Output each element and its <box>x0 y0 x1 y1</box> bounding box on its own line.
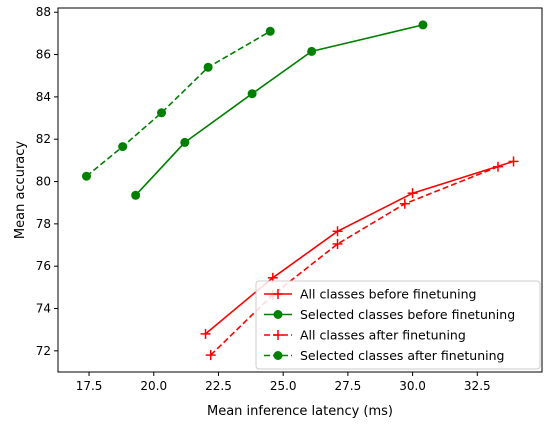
series-2-point <box>418 20 428 30</box>
legend-box <box>255 280 541 370</box>
series-1-point <box>407 188 418 199</box>
x-tick-label: 25.0 <box>270 379 297 393</box>
x-tick-label: 17.5 <box>76 379 103 393</box>
series-4-line <box>85 30 271 177</box>
legend-marker <box>273 330 283 340</box>
x-axis: 17.5 20.0 22.5 25.0 27.5 30.0 32.5 <box>76 372 491 393</box>
legend-marker <box>273 289 283 299</box>
plot-frame <box>57 7 543 373</box>
series-1-point <box>200 328 211 339</box>
series-1-point <box>332 226 343 237</box>
legend-marker <box>273 310 283 319</box>
legend-item: Selected classes before finetuning <box>264 307 515 322</box>
y-tick-label: 76 <box>36 259 51 273</box>
series-2-point <box>307 46 317 56</box>
series-4-point <box>265 26 275 36</box>
x-tick-label: 20.0 <box>140 379 167 393</box>
series-3-point <box>399 198 410 209</box>
legend-label: Selected classes before finetuning <box>300 307 515 322</box>
series-1-point <box>508 156 519 167</box>
series-4-point <box>81 171 91 181</box>
x-tick-label: 30.0 <box>399 379 426 393</box>
legend-label: All classes after finetuning <box>300 328 466 343</box>
x-tick-label: 22.5 <box>205 379 232 393</box>
y-tick-label: 84 <box>36 90 51 104</box>
series-2-point <box>180 137 190 147</box>
series-3-point <box>493 161 503 172</box>
y-axis-label: Mean accuracy <box>13 141 28 240</box>
series-4-point <box>118 142 128 152</box>
y-tick-label: 86 <box>36 48 51 62</box>
legend-item: Selected classes after finetuning <box>264 348 504 363</box>
legend-label: Selected classes after finetuning <box>300 348 504 363</box>
y-tick-label: 82 <box>36 132 51 146</box>
legend-marker <box>273 351 283 360</box>
y-tick-label: 72 <box>36 344 51 358</box>
y-tick-label: 88 <box>36 5 51 19</box>
y-tick-label: 74 <box>36 302 51 316</box>
y-axis: 72 74 76 78 80 82 84 86 88 <box>36 5 58 358</box>
legend-item: All classes before finetuning <box>264 287 476 302</box>
y-tick-label: 78 <box>36 217 51 231</box>
series-1 <box>200 156 519 339</box>
y-tick-label: 80 <box>36 175 51 189</box>
series-4 <box>81 26 275 181</box>
series-2 <box>131 20 428 200</box>
series-2-point <box>131 190 141 200</box>
x-tick-label: 27.5 <box>335 379 362 393</box>
series-4-point <box>157 108 167 118</box>
series-3-line <box>210 165 499 356</box>
x-tick-label: 32.5 <box>464 379 491 393</box>
legend-item: All classes after finetuning <box>264 328 466 343</box>
series-3-point <box>332 238 343 249</box>
series-3-point <box>205 350 216 361</box>
legend: All classes before finetuning Selected cl… <box>255 280 541 370</box>
series-4-point <box>203 62 213 72</box>
plot-marks <box>81 20 519 361</box>
series-2-line <box>135 24 424 196</box>
x-axis-label: Mean inference latency (ms) <box>207 404 393 419</box>
series-2-point <box>247 89 257 99</box>
legend-label: All classes before finetuning <box>300 287 476 302</box>
